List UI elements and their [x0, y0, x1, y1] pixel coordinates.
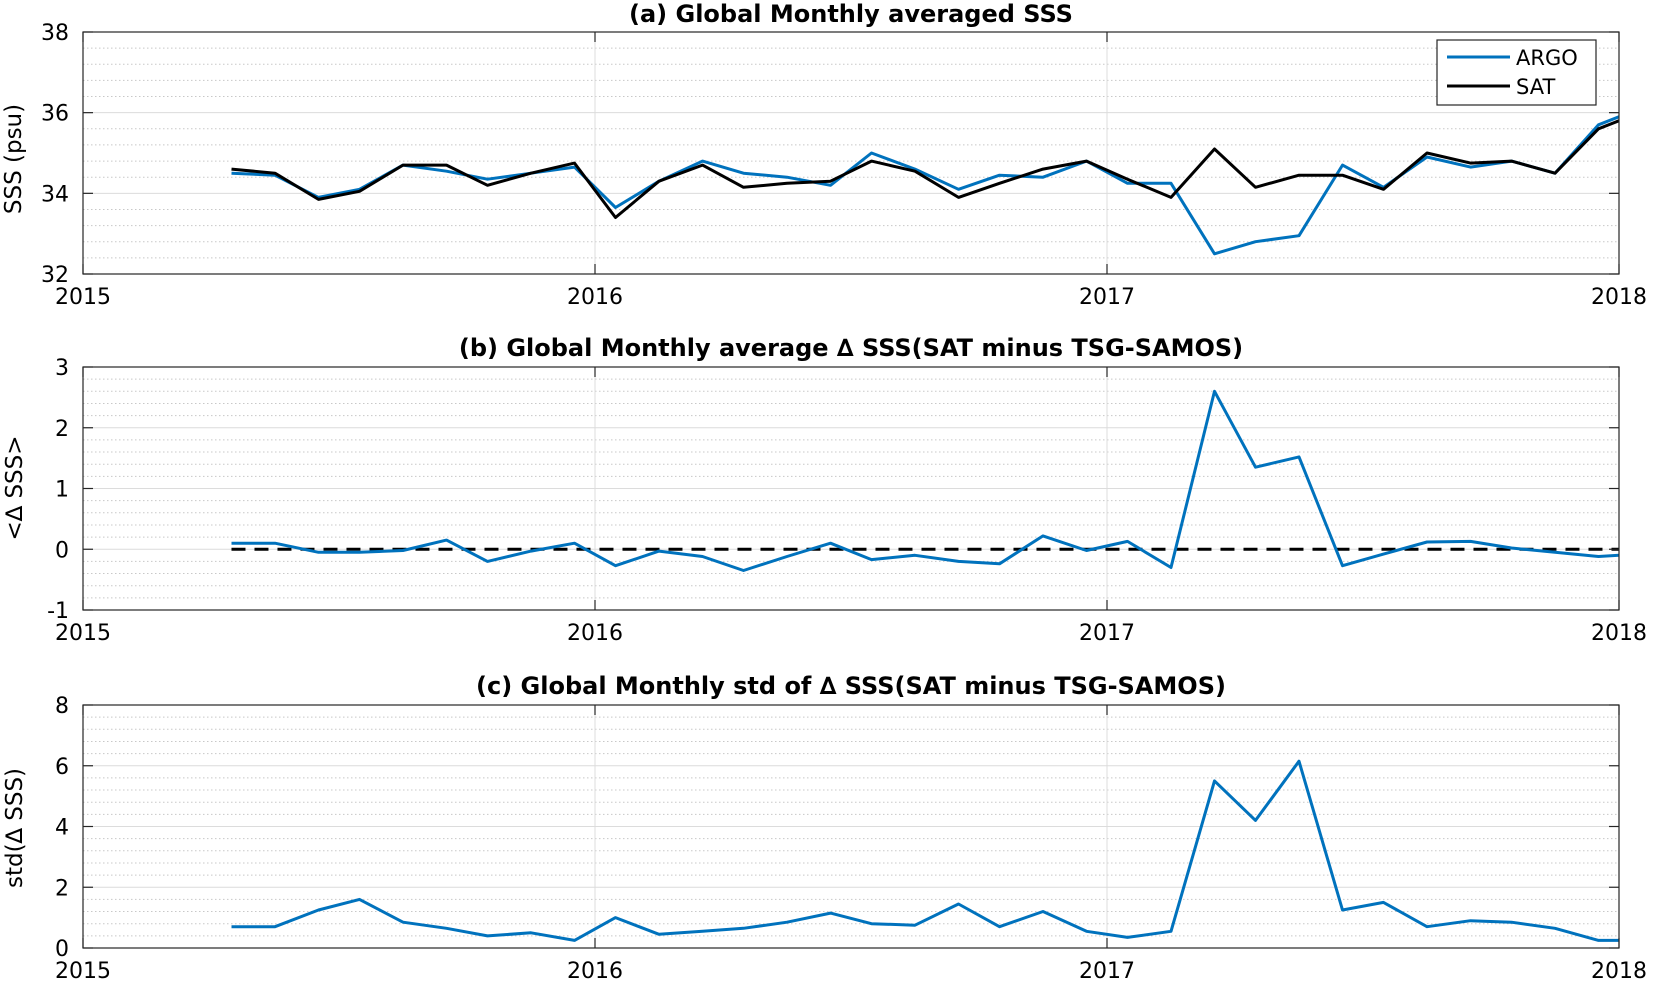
panel-c-x-tick-label: 2018: [1591, 959, 1647, 982]
panel-c-y-tick-label: 2: [55, 876, 69, 901]
legend: ARGO SAT: [1436, 39, 1597, 106]
panel-b-x-tick-label: 2015: [55, 621, 111, 646]
panel-a-x-tick-label: 2016: [567, 285, 623, 310]
panel-b-x-tick-label: 2016: [567, 621, 623, 646]
panel-c-y-tick-label: 6: [55, 755, 69, 780]
legend-argo-label: ARGO: [1516, 46, 1578, 70]
panel-a-axes: [82, 31, 1620, 275]
panel-a-sat-line: [231, 119, 1619, 219]
panel-a-y-tick-label: 32: [41, 263, 69, 288]
panel-a: (a) Global Monthly averaged SSS SSS (psu…: [1, 0, 1647, 310]
panel-c-x-tick-label: 2017: [1079, 959, 1135, 982]
panel-c-title: (c) Global Monthly std of ∆ SSS(SAT minu…: [476, 672, 1226, 700]
panel-a-x-tick-label: 2017: [1079, 285, 1135, 310]
panel-c-series-line: [231, 759, 1619, 942]
panel-c-y-tick-label: 0: [55, 937, 69, 962]
panel-c-y-tick-label: 4: [55, 816, 69, 841]
panel-b-y-tick-label: 3: [55, 356, 69, 381]
panel-b: (b) Global Monthly average ∆ SSS(SAT min…: [2, 334, 1647, 646]
panel-c: (c) Global Monthly std of ∆ SSS(SAT minu…: [2, 672, 1647, 982]
panel-a-y-tick-label: 38: [41, 21, 69, 46]
panel-c-x-tick-label: 2015: [55, 959, 111, 982]
panel-a-title: (a) Global Monthly averaged SSS: [629, 0, 1073, 28]
panel-c-x-tick-label: 2016: [567, 959, 623, 982]
panel-a-x-tick-label: 2018: [1591, 285, 1647, 310]
panel-c-y-tick-label: 8: [55, 694, 69, 719]
panel-b-y-tick-label: -1: [47, 599, 69, 624]
panel-b-y-tick-label: 2: [55, 417, 69, 442]
panel-b-y-tick-label: 1: [55, 478, 69, 503]
legend-sat-label: SAT: [1516, 75, 1555, 99]
panel-a-y-tick-label: 36: [41, 102, 69, 127]
panel-c-ylabel: std(∆ SSS): [2, 768, 28, 888]
panel-a-ylabel: SSS (psu): [1, 104, 27, 214]
panel-a-argo-line: [231, 115, 1619, 256]
panel-b-x-tick-label: 2018: [1591, 621, 1647, 646]
panel-a-y-tick-label: 34: [41, 182, 69, 207]
panel-b-series-line: [231, 389, 1619, 572]
panel-a-x-tick-label: 2015: [55, 285, 111, 310]
panel-b-ylabel: <∆ SSS>: [2, 435, 28, 540]
panel-b-y-tick-label: 0: [55, 538, 69, 563]
panel-b-x-tick-label: 2017: [1079, 621, 1135, 646]
legend-box: [1436, 39, 1597, 106]
panel-b-title: (b) Global Monthly average ∆ SSS(SAT min…: [459, 334, 1243, 362]
